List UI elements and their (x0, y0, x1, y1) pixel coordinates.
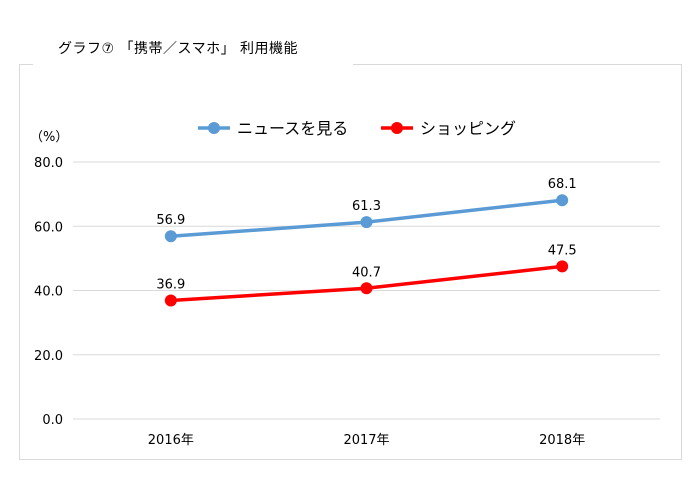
legend-marker (208, 122, 220, 134)
y-tick-label: 60.0 (34, 220, 63, 235)
legend-label: ショッピング (420, 119, 516, 138)
y-axis-ticks: 0.0 20.0 40.0 60.0 80.0 (34, 156, 63, 428)
x-tick-label: 2017年 (343, 433, 389, 448)
data-label: 47.5 (548, 243, 577, 258)
data-point (164, 294, 177, 307)
data-point (360, 216, 373, 229)
title-background (33, 36, 353, 70)
data-point (360, 282, 373, 295)
data-label: 61.3 (352, 199, 381, 214)
y-axis-label: （%） (30, 130, 68, 145)
data-point (556, 194, 569, 207)
data-label: 36.9 (156, 277, 185, 292)
legend: ニュースを見る ショッピング (198, 119, 516, 138)
y-tick-label: 80.0 (34, 156, 63, 171)
y-tick-label: 40.0 (34, 285, 63, 300)
data-point (556, 260, 569, 273)
x-tick-label: 2016年 (148, 433, 194, 448)
data-label: 56.9 (156, 213, 185, 228)
data-label: 68.1 (548, 177, 577, 192)
legend-label: ニュースを見る (237, 119, 348, 138)
data-label: 40.7 (352, 265, 381, 280)
x-tick-label: 2018年 (539, 433, 585, 448)
y-tick-label: 0.0 (42, 413, 63, 428)
y-tick-label: 20.0 (34, 349, 63, 364)
series-group: 56.9 61.3 68.1 36.9 40.7 47.5 (156, 177, 577, 307)
data-point (164, 230, 177, 243)
x-axis-ticks: 2016年 2017年 2018年 (148, 433, 585, 448)
legend-marker (391, 122, 403, 134)
page-title: グラフ⑦ 「携帯／スマホ」 利用機能 (58, 41, 299, 57)
